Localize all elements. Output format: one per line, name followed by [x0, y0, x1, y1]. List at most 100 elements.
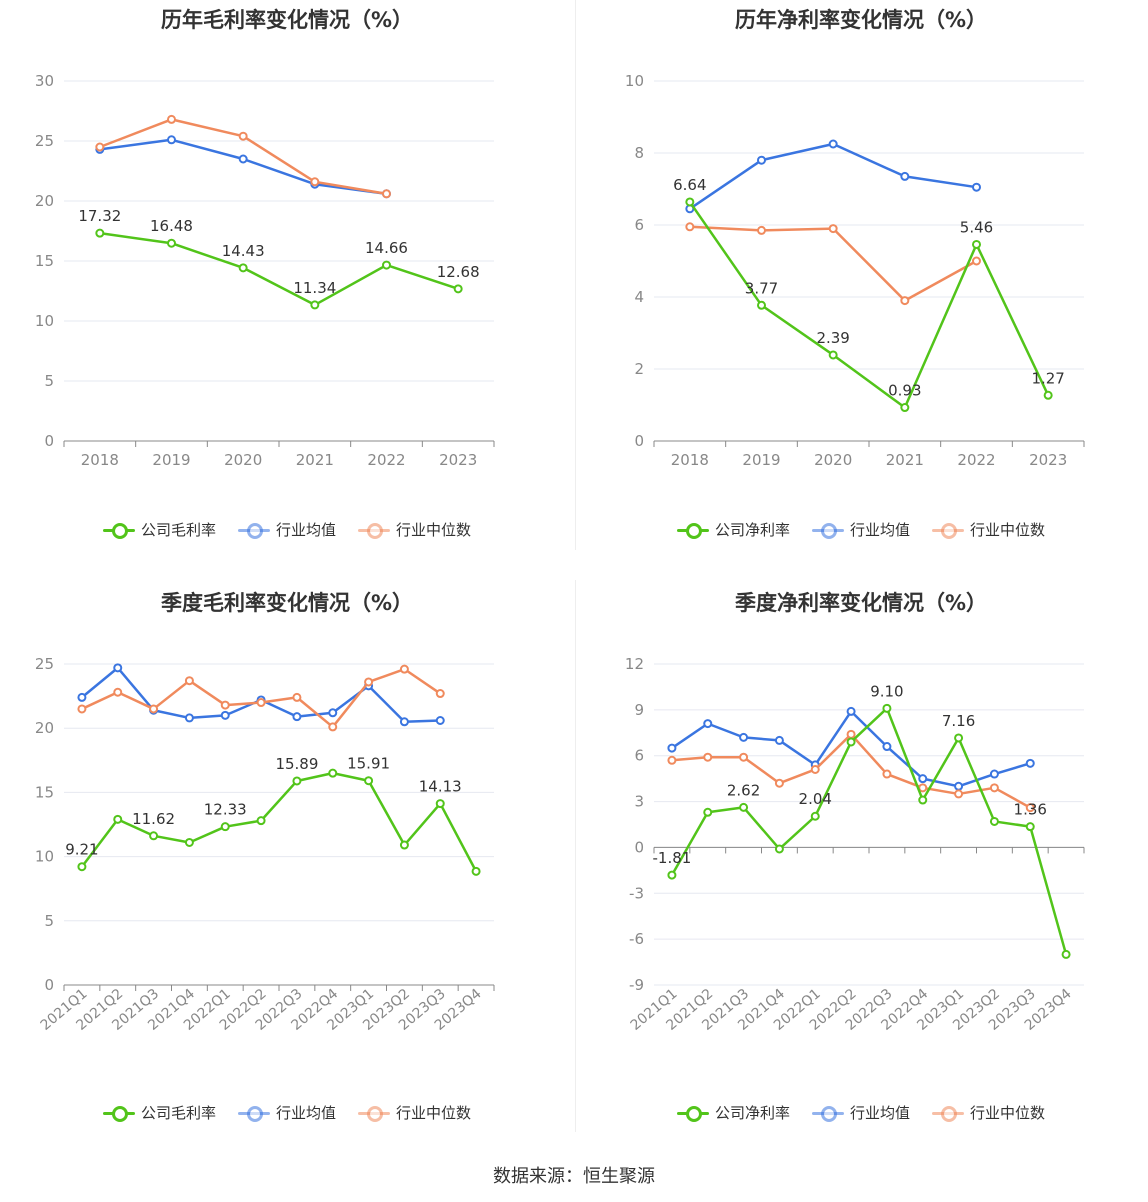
data-label: 11.62	[132, 810, 175, 828]
legend-item[interactable]: 行业均值	[237, 1102, 336, 1123]
data-source-note: 数据来源：恒生聚源	[493, 1166, 655, 1187]
y-tick-label: 10	[35, 312, 54, 330]
company-series-point	[667, 870, 677, 880]
industry-median-series-point	[739, 752, 749, 762]
industry-median-series-point	[167, 114, 176, 124]
data-label: 9.10	[870, 682, 903, 700]
industry-average-series-point	[238, 154, 248, 164]
x-tick-label: 2023	[439, 451, 477, 469]
data-label: 14.66	[365, 239, 408, 257]
industry-average-series-point	[703, 719, 713, 729]
data-label: 15.91	[347, 755, 390, 773]
industry-average-series-point	[918, 774, 928, 784]
chart-panel-quarterly-net-margin: 季度净利率变化情况（%） -9 -6 -3 0 3 6 9 12 2021Q1 2021Q2 202…	[574, 583, 1148, 1163]
chart-panel-quarterly-gross-margin: 季度毛利率变化情况（%） 0 5 10 15 20 25 2021Q1 2021Q2 2021Q…	[0, 583, 574, 1163]
industry-average-series-point	[757, 155, 766, 165]
industry-average-series-point	[220, 710, 230, 720]
industry-average-series-point	[900, 171, 910, 181]
x-tick-label: 2021	[886, 451, 924, 469]
company-series-line	[688, 201, 1050, 409]
y-tick-label: 25	[35, 132, 54, 150]
legend-marker	[820, 522, 837, 539]
data-label: 9.21	[65, 841, 98, 859]
industry-average-series-point	[113, 663, 123, 673]
legend-item[interactable]: 公司净利率	[676, 1102, 790, 1123]
legend-item[interactable]: 公司净利率	[676, 519, 790, 540]
industry-median-series-point	[435, 689, 445, 699]
legend-marker	[367, 522, 383, 539]
company-series-point	[954, 733, 964, 743]
legend-item[interactable]: 公司毛利率	[102, 1102, 216, 1123]
data-label: 14.13	[419, 778, 462, 796]
industry-median-series-point	[364, 677, 374, 687]
industry-median-series-point	[1025, 803, 1035, 813]
legend-item[interactable]: 行业中位数	[932, 519, 1045, 540]
industry-median-series-point	[846, 729, 856, 739]
industry-median-series-point	[238, 131, 248, 141]
chart-svg: -9-6-30369122021Q12021Q22021Q32021Q42022…	[625, 655, 1085, 1034]
industry-average-series-point	[846, 706, 856, 716]
industry-median-series-point	[310, 177, 320, 187]
y-tick-label: 0	[44, 432, 54, 450]
chart-title: 季度净利率变化情况（%）	[734, 591, 988, 615]
legend-item[interactable]: 行业均值	[811, 519, 910, 540]
legend-marker	[820, 1105, 837, 1122]
company-series-point	[739, 802, 749, 812]
company-series-point	[256, 816, 266, 826]
data-label: 2.04	[799, 790, 832, 808]
y-tick-label: 0	[634, 432, 644, 450]
company-series-point	[757, 300, 766, 310]
x-tick-label: 2019	[152, 451, 190, 469]
y-tick-label: 3	[634, 793, 644, 811]
industry-median-series-point	[989, 783, 999, 793]
company-series-point	[1043, 390, 1053, 400]
legend-item[interactable]: 行业中位数	[358, 1102, 471, 1123]
industry-median-series-point	[220, 700, 230, 710]
data-label: 1.27	[1031, 369, 1064, 387]
company-series-point	[846, 737, 856, 747]
data-label: 17.32	[78, 207, 121, 225]
industry-median-series-point	[828, 224, 838, 234]
company-series-point	[989, 816, 999, 826]
legend-item[interactable]: 公司毛利率	[102, 519, 216, 540]
legend-swatch-icon	[358, 1105, 390, 1122]
company-series-point	[238, 263, 248, 273]
x-tick-label: 2019	[742, 451, 780, 469]
legend-swatch-icon	[676, 1105, 709, 1122]
legend-marker	[111, 522, 128, 539]
legend-label: 行业中位数	[970, 1104, 1046, 1122]
industry-median-series-point	[184, 676, 194, 686]
legend-label: 行业中位数	[396, 1104, 472, 1122]
data-label: 16.48	[150, 217, 193, 235]
chart-title: 季度毛利率变化情况（%）	[160, 591, 414, 615]
legend-label: 行业中位数	[970, 521, 1046, 539]
legend-item[interactable]: 行业中位数	[932, 1102, 1045, 1123]
legend-item[interactable]: 行业均值	[237, 519, 336, 540]
legend-item[interactable]: 行业均值	[811, 1102, 910, 1123]
company-series-point	[972, 239, 981, 249]
chart-legend: 公司毛利率 行业均值 行业中位数	[0, 519, 574, 540]
company-series-point	[828, 350, 838, 360]
legend-item[interactable]: 行业中位数	[358, 519, 471, 540]
data-label: 7.16	[942, 712, 975, 730]
legend-label: 行业均值	[849, 521, 910, 539]
y-tick-label: 2	[634, 360, 644, 378]
industry-average-series-line	[671, 710, 1031, 788]
x-tick-label: 2022	[957, 451, 995, 469]
industry-median-series-point	[954, 789, 964, 799]
legend-swatch-icon	[811, 1105, 844, 1122]
data-label: -1.81	[653, 849, 692, 867]
y-tick-label: 4	[634, 288, 644, 306]
company-series-point	[900, 403, 910, 413]
x-tick-label: 2020	[224, 451, 262, 469]
industry-median-series-point	[918, 783, 928, 793]
legend-swatch-icon	[358, 522, 390, 539]
y-tick-label: 10	[35, 848, 54, 866]
industry-average-series-point	[435, 715, 445, 725]
data-label: 2.39	[816, 329, 849, 347]
legend-marker	[941, 522, 957, 539]
chart-legend: 公司净利率 行业均值 行业中位数	[574, 1102, 1148, 1123]
data-label: 15.89	[275, 755, 318, 773]
y-tick-label: 10	[625, 72, 644, 90]
company-series-point	[435, 799, 445, 809]
